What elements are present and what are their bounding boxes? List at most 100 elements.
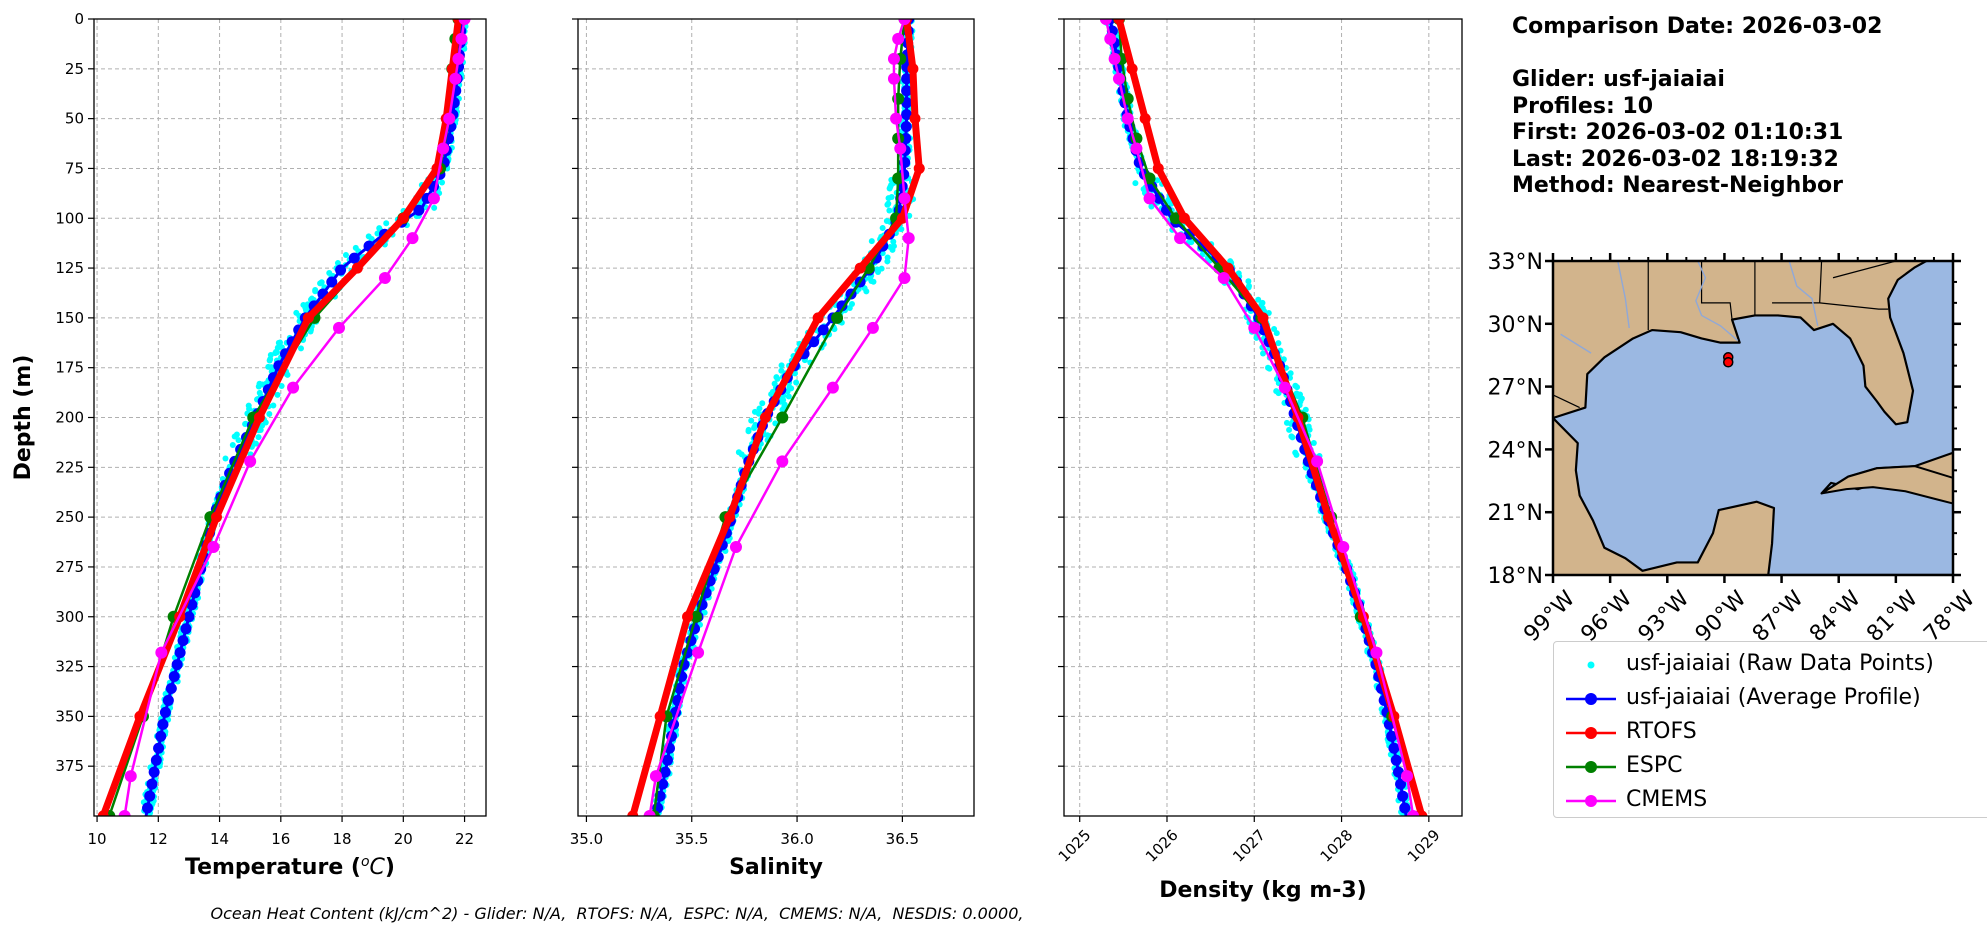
x-tick-label: 14 [210, 830, 229, 848]
river [1617, 261, 1630, 329]
series-marker-glider-avg [183, 611, 195, 623]
gulf-of-mexico [1553, 261, 1953, 575]
y-tick-label: 125 [55, 259, 84, 277]
legend-label: CMEMS [1626, 787, 1708, 812]
raw-data-point [231, 433, 238, 440]
comparison-date: Comparison Date: 2026-03-02 [1512, 14, 1883, 39]
series-marker-cmems [437, 142, 450, 155]
series-marker-cmems [406, 232, 419, 245]
series-marker-glider-avg [157, 718, 169, 730]
raw-data-point [278, 383, 285, 390]
raw-data-point [886, 207, 893, 214]
series-marker-cmems [1121, 112, 1134, 125]
raw-data-point [297, 345, 304, 352]
river [1560, 333, 1592, 354]
x-tick-label: 1025 [1055, 826, 1095, 866]
political-border [1553, 394, 1580, 409]
legend-item: ESPC [1554, 750, 1987, 784]
series-marker-cmems [155, 646, 168, 659]
series-marker-cmems [1370, 646, 1383, 659]
raw-data-point [1293, 451, 1300, 458]
series-marker-rtofs [907, 63, 919, 75]
raw-data-point [1287, 370, 1294, 377]
series-marker-glider-avg [808, 336, 820, 348]
series-line-rtofs [1115, 19, 1426, 816]
series-marker-rtofs [1322, 511, 1334, 523]
raw-data-point [246, 405, 253, 412]
legend-label: usf-jaiaiai (Raw Data Points) [1626, 651, 1934, 676]
x-tick-label: 12 [149, 830, 168, 848]
series-marker-rtofs [1126, 63, 1138, 75]
raw-data-point [778, 362, 785, 369]
series-marker-cmems [866, 321, 879, 334]
series-marker-cmems [1143, 192, 1156, 205]
raw-data-point [885, 200, 892, 207]
series-line-rtofs [629, 19, 923, 816]
series-marker-glider-avg [900, 121, 912, 133]
raw-data-point [383, 220, 390, 227]
raw-data-point [748, 417, 755, 424]
series-marker-rtofs [1222, 262, 1234, 274]
series-marker-espc [1143, 172, 1156, 185]
y-tick-label: 300 [55, 608, 84, 626]
raw-data-point [275, 339, 282, 346]
y-tick-label: 350 [55, 707, 84, 725]
x-tick-label: 36.5 [886, 830, 919, 848]
y-tick-label: 75 [65, 159, 84, 177]
raw-data-point [266, 411, 273, 418]
series-marker-cmems [776, 455, 789, 468]
series-marker-cmems [207, 541, 220, 554]
raw-data-point [266, 357, 273, 364]
series-marker-rtofs [302, 312, 314, 324]
series-marker-espc [892, 172, 905, 185]
series-marker-glider-avg [171, 659, 183, 671]
x-tick-label: 20 [394, 830, 413, 848]
series-marker-rtofs [351, 262, 363, 274]
raw-data-point [257, 426, 264, 433]
y-tick-label: 25 [65, 60, 84, 78]
location-map: 33°N 30°N 27°N 24°N 21°N 18°N99°W96°W93°W90°W… [1488, 250, 1981, 647]
series-marker-cmems [1278, 381, 1291, 394]
x-tick-label: 10 [88, 830, 107, 848]
glider-location-marker [1722, 357, 1734, 368]
series-marker-rtofs [1416, 810, 1428, 816]
raw-data-point [756, 405, 763, 412]
series-marker-cmems [1130, 142, 1143, 155]
series-marker-cmems [124, 770, 137, 783]
x-tick-label: 1029 [1404, 826, 1444, 866]
y-tick-label: 50 [65, 110, 84, 128]
raw-data-point [431, 204, 438, 211]
series-marker-rtofs [446, 63, 458, 75]
series-marker-cmems [378, 272, 391, 285]
raw-data-point [1255, 296, 1262, 303]
series-marker-glider-avg [413, 204, 425, 216]
x-axis-label: Temperature (oC) [185, 854, 395, 880]
map-lat-label: 27°N [1488, 376, 1543, 401]
series-marker-rtofs [724, 511, 736, 523]
legend: usf-jaiaiai (Raw Data Points) usf-jaiaiai… [1553, 641, 1987, 818]
map-lon-label: 78°W [1919, 586, 1980, 647]
series-marker-cmems [1174, 232, 1187, 245]
series-marker-cmems [455, 32, 468, 45]
map-lon-label: 84°W [1805, 586, 1866, 647]
map-lon-label: 87°W [1748, 586, 1809, 647]
legend-label: usf-jaiaiai (Average Profile) [1626, 685, 1921, 710]
raw-data-point [255, 383, 262, 390]
series-marker-rtofs [211, 511, 222, 523]
map-lat-label: 30°N [1488, 313, 1543, 338]
raw-data-point [235, 437, 242, 444]
map-lon-label: 81°W [1862, 586, 1923, 647]
raw-data-point [1148, 203, 1155, 210]
series-marker-cmems [458, 19, 471, 25]
series-marker-cmems [887, 72, 900, 85]
series-marker-rtofs [1257, 312, 1269, 324]
series-marker-espc [1169, 212, 1182, 225]
raw-data-point [1306, 426, 1313, 433]
raw-data-point [785, 393, 792, 400]
legend-label: RTOFS [1626, 719, 1697, 744]
legend-item: usf-jaiaiai (Average Profile) [1554, 682, 1987, 716]
series-marker-rtofs [682, 611, 694, 623]
series-marker-glider-avg [1386, 730, 1398, 742]
series-marker-glider-avg [155, 730, 167, 742]
raw-data-point [312, 286, 319, 293]
